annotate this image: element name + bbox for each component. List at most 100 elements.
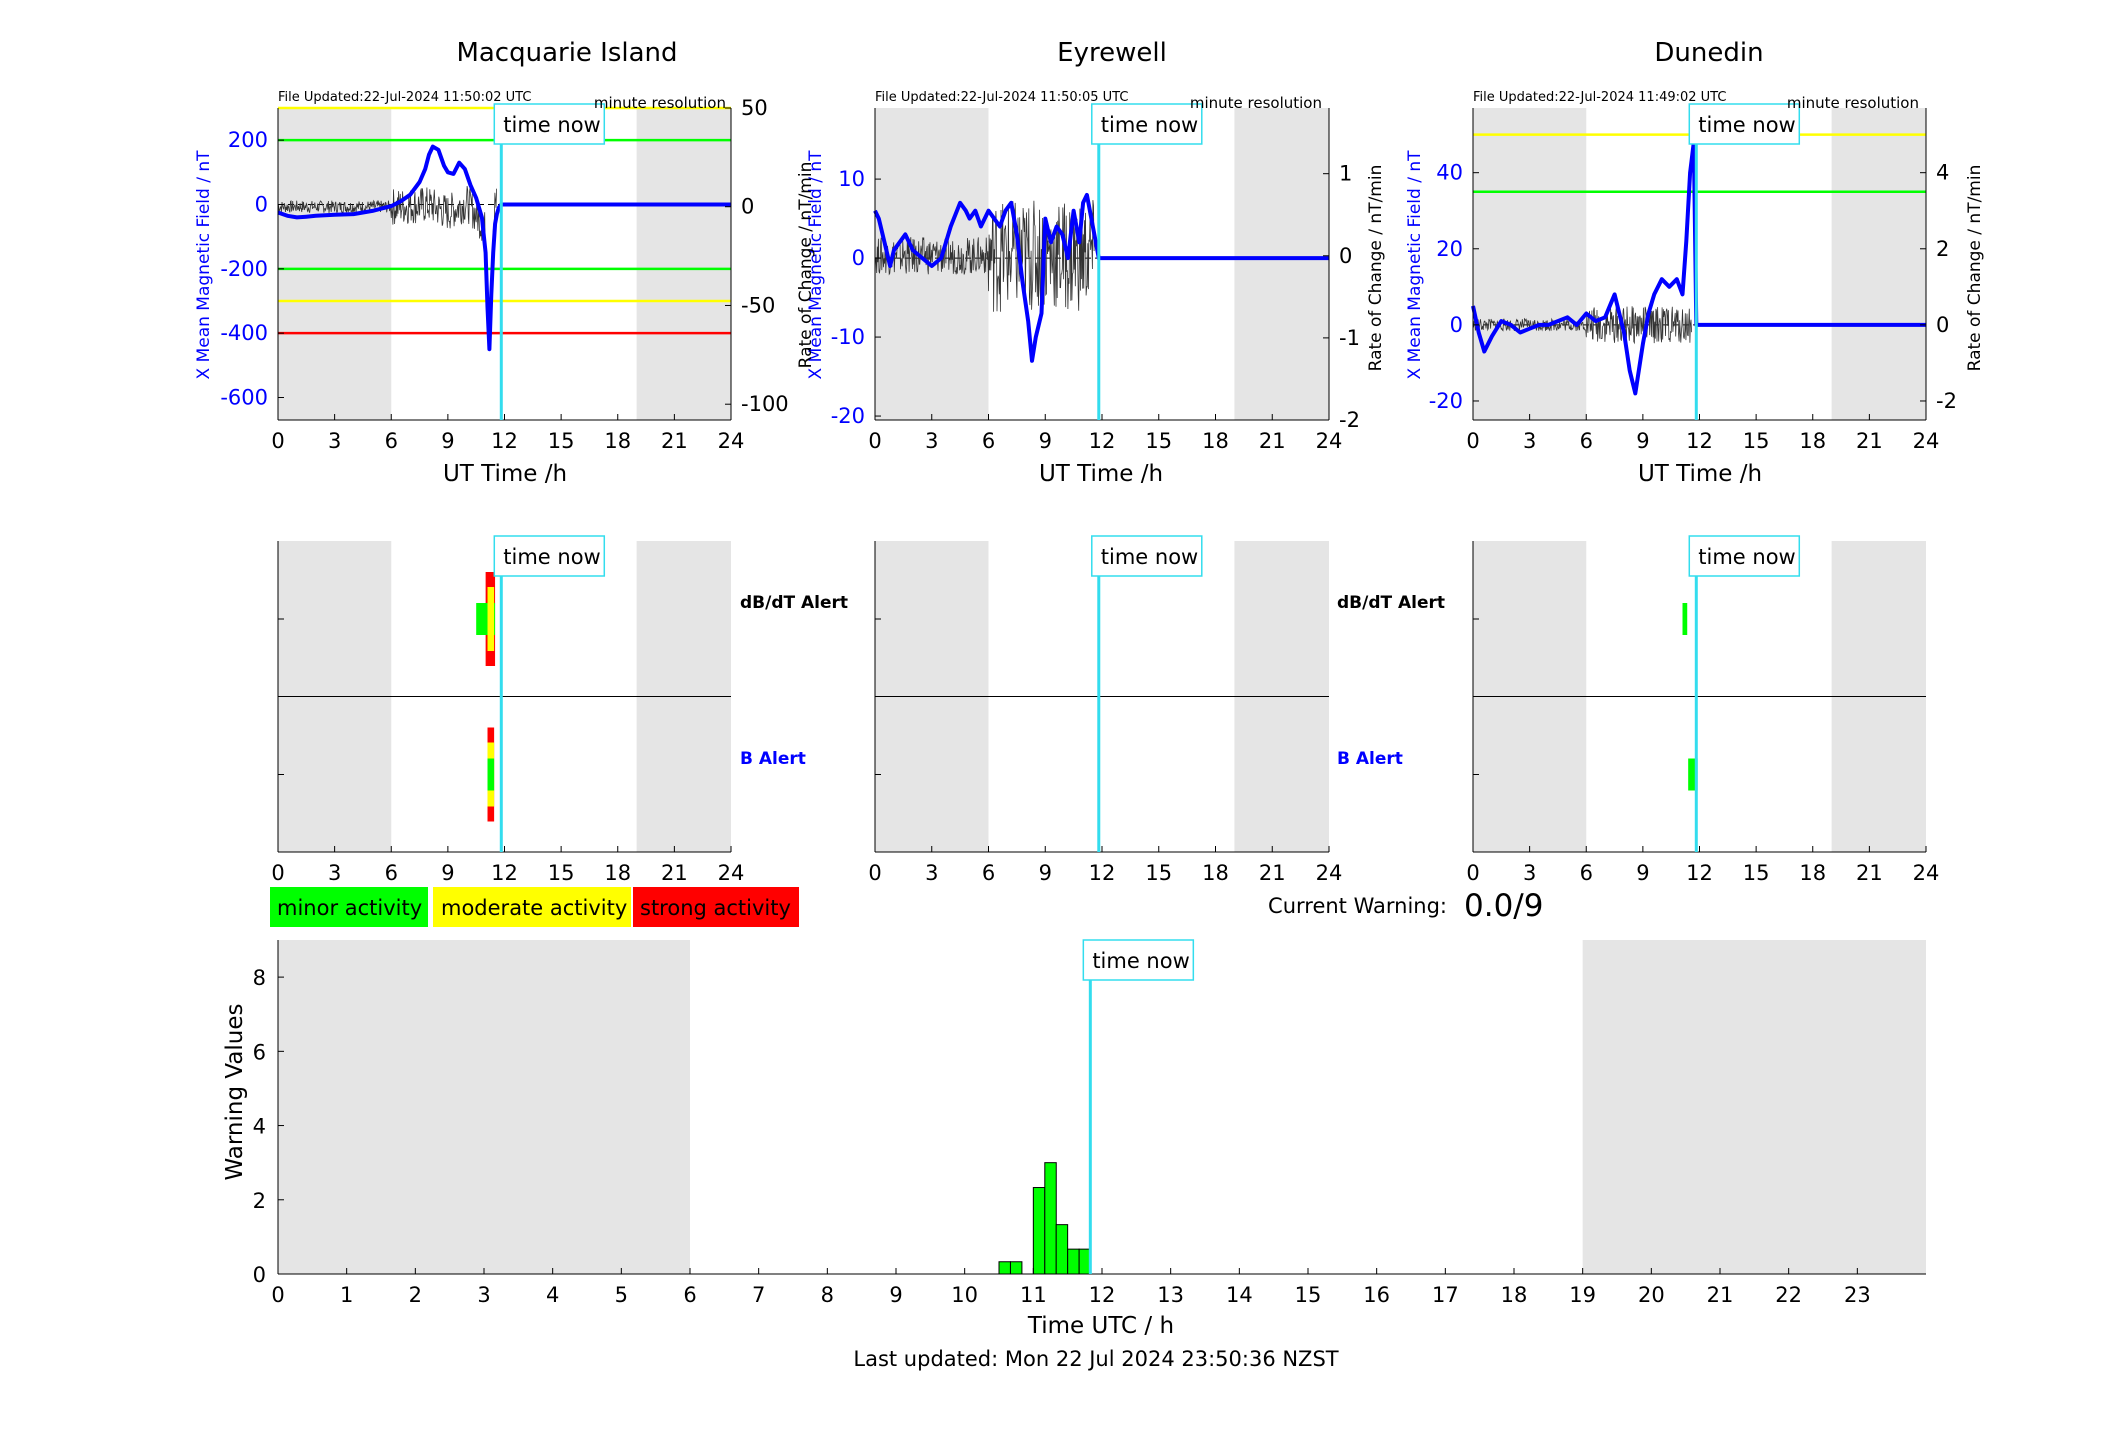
dbdt-alert-label-1: dB/dT Alert bbox=[740, 593, 848, 613]
station-2-xtick-label: 3 bbox=[1523, 429, 1536, 453]
station-0-night-shade-0 bbox=[278, 108, 392, 420]
xlabel-eyrewell: UT Time /h bbox=[1039, 461, 1163, 487]
station-1-ytick-right-label: 0 bbox=[1339, 244, 1352, 268]
alert-panel-1-xtick-label: 24 bbox=[1316, 861, 1343, 885]
alert-panel-0-xtick-label: 3 bbox=[328, 861, 341, 885]
station-1-xtick-label: 12 bbox=[1089, 429, 1116, 453]
alert-panel-1-xtick-label: 0 bbox=[868, 861, 881, 885]
warning-histogram-xtick-label: 14 bbox=[1226, 1283, 1253, 1307]
warning-histogram-ytick-label: 4 bbox=[253, 1115, 266, 1139]
station-0-field-series bbox=[277, 144, 731, 352]
legend-strong-label: strong activity bbox=[640, 896, 791, 920]
alert-panel-2-alert-block bbox=[1682, 603, 1688, 635]
station-1-ytick-right-label: -2 bbox=[1339, 408, 1360, 432]
alert-panel-2-xtick-label: 0 bbox=[1466, 861, 1479, 885]
station-2-ytick-left-label: 40 bbox=[1436, 161, 1463, 185]
station-1-rate-series bbox=[874, 200, 1095, 312]
bottom-ylabel: Warning Values bbox=[222, 1003, 248, 1180]
station-0-night-shade-1 bbox=[636, 108, 731, 420]
station-0-ytick-left-label: 200 bbox=[228, 128, 268, 152]
station-0-ytick-left-label: -200 bbox=[220, 257, 268, 281]
warning-histogram-xtick-label: 16 bbox=[1363, 1283, 1390, 1307]
station-title-dunedin: Dunedin bbox=[1654, 38, 1763, 68]
station-1-ytick-left-label: -10 bbox=[831, 325, 865, 349]
warning-histogram-xtick-label: 20 bbox=[1638, 1283, 1665, 1307]
alert-panel-0-xtick-label: 21 bbox=[661, 861, 688, 885]
warning-histogram-night-shade-1 bbox=[1582, 940, 1926, 1274]
alert-panel-0-xtick-label: 0 bbox=[271, 861, 284, 885]
warning-histogram-ytick-label: 6 bbox=[253, 1040, 266, 1064]
legend-moderate-swatch bbox=[433, 887, 631, 927]
dbdt-alert-label-2: dB/dT Alert bbox=[1337, 593, 1445, 613]
warning-histogram-xtick-label: 3 bbox=[477, 1283, 490, 1307]
alert-panel-2-time-now-label: time now bbox=[1698, 545, 1795, 569]
station-1-ytick-left-label: -20 bbox=[831, 404, 865, 428]
warning-histogram-night-shade-0 bbox=[278, 940, 690, 1274]
station-1-xtick-label: 6 bbox=[982, 429, 995, 453]
alert-panel-1-xtick-label: 3 bbox=[925, 861, 938, 885]
station-2-time-now-label: time now bbox=[1698, 113, 1795, 137]
bottom-xlabel: Time UTC / h bbox=[1027, 1313, 1174, 1339]
warning-histogram-xtick-label: 9 bbox=[889, 1283, 902, 1307]
station-1-time-now-label: time now bbox=[1101, 113, 1198, 137]
station-0-ytick-left-label: -400 bbox=[220, 321, 268, 345]
alert-panel-1-xtick-label: 6 bbox=[982, 861, 995, 885]
station-0-ytick-left-label: -600 bbox=[220, 385, 268, 409]
station-2-xtick-label: 9 bbox=[1636, 429, 1649, 453]
station-title-macquarie: Macquarie Island bbox=[456, 38, 677, 68]
alert-panel-1-xtick-label: 15 bbox=[1145, 861, 1172, 885]
alert-panel-0-xtick-label: 18 bbox=[604, 861, 631, 885]
alert-panel-2-xtick-label: 21 bbox=[1856, 861, 1883, 885]
station-1-time-now-box bbox=[1091, 103, 1203, 145]
station-2-xtick-label: 15 bbox=[1743, 429, 1770, 453]
text-layer: Macquarie Island Eyrewell Dunedin File U… bbox=[194, 38, 1985, 1371]
ylabel-left-macquarie: X Mean Magnetic Field / nT bbox=[194, 150, 214, 380]
warning-histogram-xtick-label: 5 bbox=[615, 1283, 628, 1307]
station-0-xtick-label: 24 bbox=[718, 429, 745, 453]
alert-panel-1-xtick-label: 21 bbox=[1259, 861, 1286, 885]
warning-histogram-xtick-label: 0 bbox=[271, 1283, 284, 1307]
station-0-xtick-label: 9 bbox=[441, 429, 454, 453]
ylabel-right-eyrewell: Rate of Change / nT/min bbox=[796, 162, 816, 369]
station-1-xtick-label: 9 bbox=[1039, 429, 1052, 453]
b-alert-label-2: B Alert bbox=[1337, 749, 1403, 769]
station-1-xtick-label: 15 bbox=[1145, 429, 1172, 453]
station-2-ytick-left-label: 20 bbox=[1436, 237, 1463, 261]
xlabel-macquarie: UT Time /h bbox=[443, 461, 567, 487]
alert-panel-2-xtick-label: 15 bbox=[1743, 861, 1770, 885]
resolution-eyrewell: minute resolution bbox=[1190, 94, 1322, 112]
last-updated-footer: Last updated: Mon 22 Jul 2024 23:50:36 N… bbox=[853, 1347, 1338, 1371]
file-updated-dunedin: File Updated:22-Jul-2024 11:49:02 UTC bbox=[1473, 90, 1726, 105]
warning-histogram-ytick-label: 8 bbox=[253, 966, 266, 990]
warning-histogram-xtick-label: 18 bbox=[1501, 1283, 1528, 1307]
ylabel-left-eyrewell: X Mean Magnetic Field / nT bbox=[806, 150, 826, 380]
alert-panel-0-xtick-label: 15 bbox=[548, 861, 575, 885]
station-0-time-now-box bbox=[493, 103, 606, 145]
ylabel-right-eyrewell-2: Rate of Change / nT/min bbox=[1366, 165, 1386, 372]
station-0-xtick-label: 0 bbox=[271, 429, 284, 453]
station-2-night-shade-0 bbox=[1473, 108, 1587, 420]
warning-histogram-xtick-label: 21 bbox=[1707, 1283, 1734, 1307]
warning-histogram-xtick-label: 1 bbox=[340, 1283, 353, 1307]
current-warning-label: Current Warning: bbox=[1268, 894, 1447, 918]
station-2-xtick-label: 6 bbox=[1580, 429, 1593, 453]
ylabel-right-dunedin: Rate of Change / nT/min bbox=[1965, 165, 1985, 372]
alert-panel-0-xtick-label: 6 bbox=[385, 861, 398, 885]
station-2-night-shade-1 bbox=[1831, 108, 1926, 420]
station-2-ytick-right-label: 4 bbox=[1936, 161, 1949, 185]
station-2-time-now-box bbox=[1688, 103, 1801, 145]
plot-lines-layer bbox=[277, 106, 1926, 1275]
warning-histogram-bar bbox=[1044, 1162, 1057, 1275]
ylabel-left-dunedin: X Mean Magnetic Field / nT bbox=[1405, 150, 1425, 380]
warning-histogram-bar bbox=[998, 1261, 1011, 1275]
station-0-ytick-right-label: 50 bbox=[741, 96, 768, 120]
warning-histogram-xtick-label: 12 bbox=[1089, 1283, 1116, 1307]
warning-histogram-xtick-label: 15 bbox=[1295, 1283, 1322, 1307]
warning-histogram-bar bbox=[1055, 1224, 1069, 1275]
warning-histogram-xtick-label: 2 bbox=[409, 1283, 422, 1307]
alert-panel-0-alert-block bbox=[487, 587, 495, 651]
alert-panel-2-xtick-label: 12 bbox=[1686, 861, 1713, 885]
station-2-xtick-label: 24 bbox=[1913, 429, 1940, 453]
alert-panel-0-time-now-label: time now bbox=[503, 545, 600, 569]
